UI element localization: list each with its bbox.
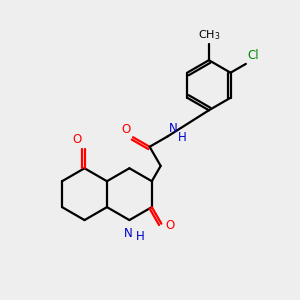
- Text: O: O: [72, 133, 82, 146]
- Text: O: O: [165, 219, 174, 232]
- Text: O: O: [122, 123, 131, 136]
- Text: Cl: Cl: [247, 50, 259, 62]
- Text: H: H: [136, 230, 145, 242]
- Text: CH$_3$: CH$_3$: [198, 28, 220, 42]
- Text: N: N: [169, 122, 177, 135]
- Text: H: H: [178, 130, 187, 144]
- Text: N: N: [124, 227, 132, 240]
